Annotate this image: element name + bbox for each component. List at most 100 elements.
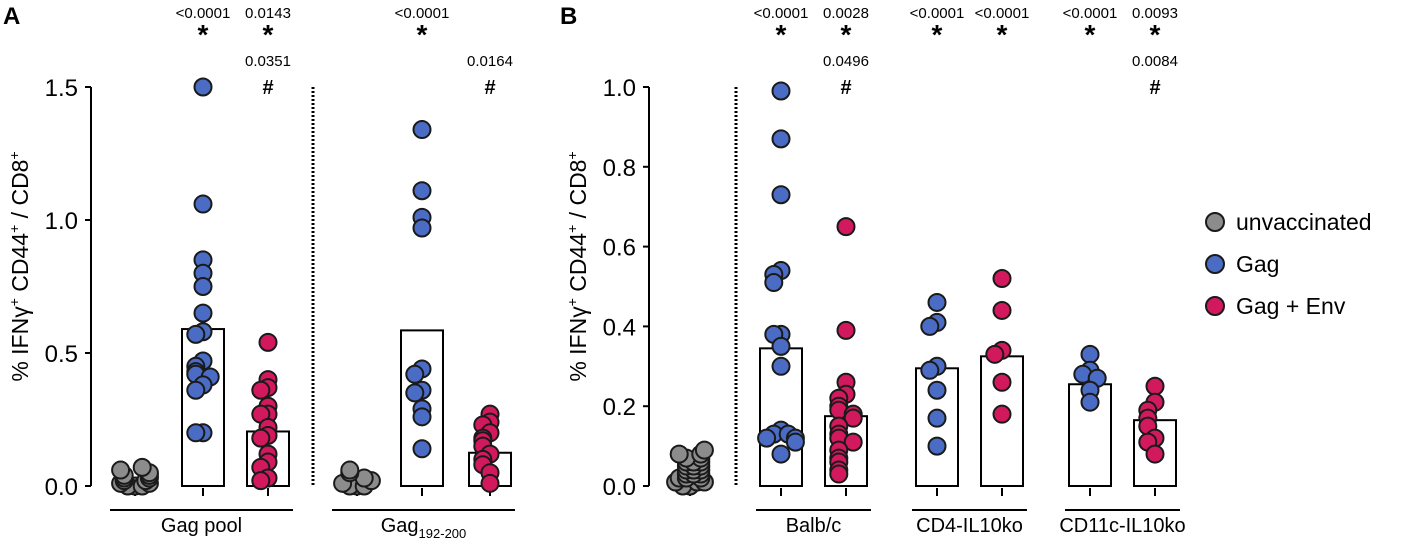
y-axis-label: % IFNγ+ CD44+ / CD8+ xyxy=(564,151,591,381)
p-value-label: 0.0143 xyxy=(245,5,291,22)
group-label-text: Balb/c xyxy=(786,515,842,537)
data-point xyxy=(829,464,849,484)
significance-symbol: # xyxy=(1149,77,1160,99)
legend-label: Gag + Env xyxy=(1236,293,1346,319)
data-point xyxy=(836,217,856,237)
data-point xyxy=(843,408,863,428)
y-axis-label-part: / CD8 xyxy=(565,160,591,225)
p-value-label: <0.0001 xyxy=(1063,5,1118,22)
data-point xyxy=(193,77,213,97)
legend-marker xyxy=(1205,296,1225,316)
group-label: Gag192-200 xyxy=(381,515,467,541)
p-value-label: 0.0093 xyxy=(1132,5,1178,22)
data-point xyxy=(186,324,206,344)
p-value-label: 0.0084 xyxy=(1132,53,1178,70)
p-value-label: 0.0028 xyxy=(823,5,869,22)
data-point xyxy=(412,218,432,238)
significance-symbol: * xyxy=(776,19,787,50)
data-point xyxy=(836,320,856,340)
data-point xyxy=(771,81,791,101)
significance-symbol: * xyxy=(417,19,428,50)
y-tick-label: 0.0 xyxy=(45,474,78,501)
data-point xyxy=(785,432,805,452)
group-label-text: CD11c-IL10ko xyxy=(1059,515,1185,537)
data-point xyxy=(1145,444,1165,464)
y-tick-label: 1.0 xyxy=(45,208,78,235)
y-tick-label: 0.8 xyxy=(603,155,636,182)
y-axis-label-superscript: + xyxy=(564,298,580,306)
data-point xyxy=(1080,392,1100,412)
y-tick-label: 0.6 xyxy=(603,235,636,262)
y-axis-label: % IFNγ+ CD44+ / CD8+ xyxy=(6,151,33,381)
y-axis-label-part: / CD8 xyxy=(7,160,33,225)
significance-symbol: * xyxy=(263,19,274,50)
y-axis-label-superscript: + xyxy=(6,225,22,233)
y-axis-label-superscript: + xyxy=(564,151,580,159)
p-value-label: <0.0001 xyxy=(975,5,1030,22)
data-point xyxy=(843,432,863,452)
data-point xyxy=(405,364,425,384)
legend-marker xyxy=(1205,212,1225,232)
y-axis-label-part: % IFNγ xyxy=(565,306,591,382)
data-point xyxy=(694,440,714,460)
data-point xyxy=(771,444,791,464)
y-tick-label: 1.5 xyxy=(45,75,78,102)
data-point xyxy=(771,356,791,376)
y-axis-label-superscript: + xyxy=(564,225,580,233)
data-point xyxy=(927,380,947,400)
group-label-subscript: 192-200 xyxy=(419,526,467,541)
panel-label: B xyxy=(560,3,577,30)
data-point xyxy=(186,423,206,443)
data-point xyxy=(480,473,500,493)
data-point xyxy=(927,408,947,428)
data-point xyxy=(992,300,1012,320)
p-value-label: 0.0496 xyxy=(823,53,869,70)
p-value-label: <0.0001 xyxy=(395,5,450,22)
y-tick-label: 0.0 xyxy=(603,474,636,501)
group-label-text: Gag xyxy=(381,515,419,537)
significance-symbol: * xyxy=(1150,19,1161,50)
p-value-label: <0.0001 xyxy=(754,5,809,22)
data-point xyxy=(920,316,940,336)
data-point xyxy=(764,273,784,293)
group-label: CD11c-IL10ko xyxy=(1059,515,1185,537)
data-point xyxy=(771,185,791,205)
group-label: Gag pool xyxy=(161,515,242,537)
data-point xyxy=(412,439,432,459)
data-point xyxy=(193,194,213,214)
data-point xyxy=(771,336,791,356)
data-point xyxy=(412,407,432,427)
p-value-label: <0.0001 xyxy=(910,5,965,22)
group-label-text: CD4-IL10ko xyxy=(916,515,1023,537)
significance-symbol: * xyxy=(841,19,852,50)
data-point xyxy=(1080,344,1100,364)
legend-label: Gag xyxy=(1236,251,1279,277)
panel-label: A xyxy=(3,3,20,30)
y-tick-label: 0.2 xyxy=(603,394,636,421)
panel-a: A0.00.51.01.5% IFNγ+ CD44+ / CD8+Gag poo… xyxy=(3,3,515,541)
data-point xyxy=(193,303,213,323)
significance-symbol: * xyxy=(932,19,943,50)
data-point xyxy=(111,460,131,480)
y-axis-label-part: % IFNγ xyxy=(7,306,33,382)
data-point xyxy=(992,372,1012,392)
data-point xyxy=(340,460,360,480)
data-point xyxy=(132,457,152,477)
y-axis-label-superscript: + xyxy=(6,151,22,159)
data-point xyxy=(927,292,947,312)
data-point xyxy=(757,428,777,448)
p-value-label: 0.0164 xyxy=(467,53,513,70)
legend: unvaccinated Gag Gag + Env xyxy=(1205,209,1372,319)
data-point xyxy=(669,444,689,464)
data-point xyxy=(771,129,791,149)
data-point xyxy=(1145,376,1165,396)
data-point xyxy=(258,332,278,352)
p-value-label: 0.0351 xyxy=(245,53,291,70)
data-point xyxy=(251,380,271,400)
data-point xyxy=(920,360,940,380)
data-point xyxy=(251,471,271,491)
data-point xyxy=(412,181,432,201)
group-label-text: Gag pool xyxy=(161,515,242,537)
data-point xyxy=(412,120,432,140)
